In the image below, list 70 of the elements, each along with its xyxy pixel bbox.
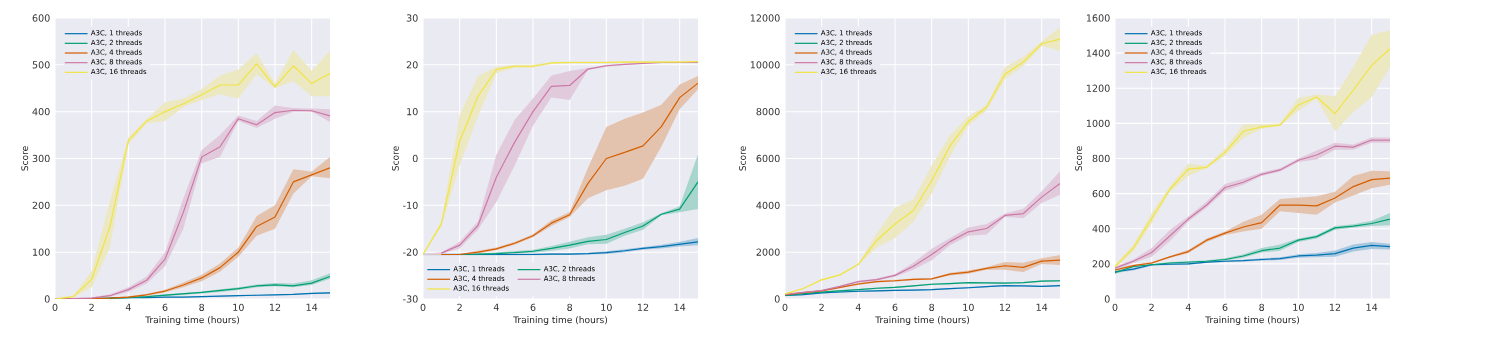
y-tick-label: 500 — [32, 61, 50, 69]
x-tick-label: 12 — [269, 303, 281, 311]
x-tick-label: 4 — [1185, 303, 1191, 311]
x-tick-label: 6 — [530, 303, 536, 311]
x-tick-label: 0 — [52, 303, 58, 311]
x-axis-title: Training time (hours) — [513, 316, 608, 325]
y-tick-label: 1600 — [1086, 14, 1110, 22]
y-tick-label: 300 — [32, 154, 50, 163]
y-tick-label: 200 — [1092, 260, 1110, 268]
y-tick-label: 6000 — [756, 154, 780, 163]
y-tick-label: 0 — [44, 295, 50, 303]
x-tick-label: 4 — [855, 303, 861, 311]
x-tick-label: 2 — [457, 303, 462, 311]
y-tick-label: 400 — [32, 108, 50, 116]
y-axis-title: Score — [1075, 146, 1083, 171]
x-axis-title: Training time (hours) — [145, 316, 240, 325]
x-tick-label: 14 — [674, 303, 686, 311]
x-tick-label: 6 — [892, 303, 898, 311]
x-tick-label: 10 — [601, 303, 612, 311]
x-tick-label: 8 — [567, 303, 573, 311]
x-tick-label: 8 — [199, 303, 205, 311]
y-tick-label: 600 — [32, 14, 50, 22]
x-axis-title: Training time (hours) — [875, 316, 970, 325]
y-axis-title: Score — [21, 146, 29, 171]
y-tick-label: 10000 — [750, 61, 780, 69]
x-tick-label: 4 — [125, 303, 131, 311]
y-axis-title: Score — [391, 146, 399, 171]
x-tick-label: 10 — [963, 303, 974, 311]
y-tick-label: 200 — [32, 201, 50, 209]
x-tick-label: 0 — [420, 303, 426, 311]
y-tick-label: 100 — [33, 248, 50, 256]
x-tick-label: 14 — [1036, 303, 1048, 311]
y-axis-title: Score — [739, 146, 746, 171]
x-tick-label: 14 — [306, 303, 318, 311]
y-tick-label: 800 — [1092, 154, 1110, 163]
x-tick-label: 4 — [493, 303, 499, 311]
y-tick-label: 2000 — [756, 248, 780, 256]
x-tick-label: 12 — [999, 303, 1011, 311]
x-tick-label: 6 — [162, 303, 168, 311]
y-tick-label: 0 — [412, 154, 418, 163]
x-tick-label: 2 — [1149, 303, 1154, 311]
y-tick-label: 1000 — [1086, 119, 1110, 127]
x-tick-label: 8 — [1259, 303, 1265, 311]
x-tick-label: 10 — [233, 303, 244, 311]
y-tick-label: 0 — [774, 295, 780, 303]
y-tick-label: -10 — [403, 201, 418, 209]
y-tick-label: 1200 — [1086, 84, 1110, 92]
x-axis-title: Training time (hours) — [1205, 316, 1300, 325]
x-tick-label: 10 — [1293, 303, 1304, 311]
x-tick-label: 12 — [637, 303, 649, 311]
x-tick-label: 14 — [1366, 303, 1378, 311]
y-tick-label: 30 — [406, 14, 418, 22]
y-tick-label: 4000 — [756, 201, 780, 209]
y-tick-label: 0 — [1104, 295, 1110, 303]
x-tick-label: 2 — [89, 303, 94, 311]
x-tick-label: 0 — [1112, 303, 1118, 311]
x-tick-label: 12 — [1329, 303, 1341, 311]
y-tick-label: -20 — [403, 248, 418, 256]
x-tick-label: 6 — [1222, 303, 1228, 311]
y-tick-label: -30 — [403, 295, 418, 303]
y-tick-label: 10 — [407, 108, 418, 116]
x-tick-label: 0 — [782, 303, 788, 311]
x-tick-label: 2 — [819, 303, 824, 311]
y-tick-label: 400 — [1092, 225, 1110, 233]
y-tick-label: 600 — [1092, 189, 1110, 198]
y-tick-label: 8000 — [756, 108, 780, 116]
x-tick-label: 8 — [929, 303, 935, 311]
y-tick-label: 20 — [406, 61, 418, 69]
y-tick-label: 1400 — [1086, 49, 1110, 57]
y-tick-label: 12000 — [750, 14, 780, 22]
